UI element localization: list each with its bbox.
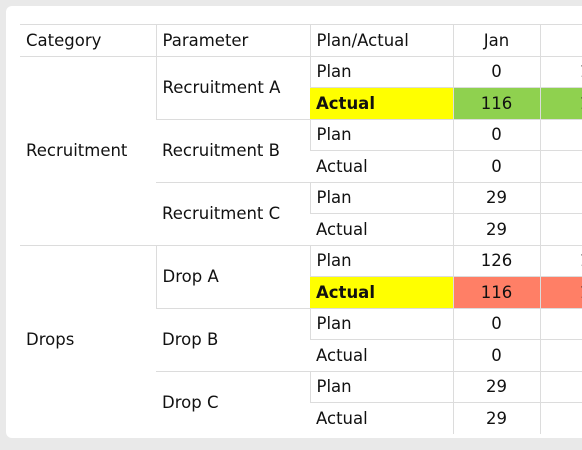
feb-value-cell: 0 <box>539 308 582 340</box>
feb-value-cell: 0 <box>539 150 582 183</box>
feb-value-cell: 13 <box>539 245 582 277</box>
parameter-cell: Recruitment C <box>156 182 310 246</box>
jan-value-cell: 29 <box>452 182 540 214</box>
parameter-cell: Drop A <box>155 245 310 309</box>
jan-value-cell: 116 <box>452 87 540 120</box>
actual-label-cell: Actual <box>310 150 453 183</box>
feb-value-cell: 12 <box>539 87 582 120</box>
plan-label-cell: Plan <box>309 371 453 403</box>
plan-label-cell: Plan <box>309 56 453 88</box>
jan-value-cell: 29 <box>452 402 540 434</box>
feb-value-cell: 0 <box>539 119 582 151</box>
feb-value-cell: 12 <box>539 276 582 309</box>
plan-label-cell: Plan <box>309 119 453 151</box>
plan-label-cell: Plan <box>309 308 453 340</box>
table-row: Actual 0 0 <box>20 150 582 183</box>
plan-label-cell: Plan <box>309 245 453 277</box>
feb-value-cell: 0 <box>539 339 582 372</box>
jan-value-cell: 0 <box>452 119 540 151</box>
parameter-cell: Recruitment B <box>156 119 310 183</box>
feb-value-cell: 3 <box>539 213 582 246</box>
table-row: Actual 0 0 <box>20 339 582 372</box>
header-category[interactable]: Category <box>20 24 156 57</box>
table-row: Actual 29 3 <box>20 402 582 434</box>
jan-value-cell: 0 <box>452 339 540 372</box>
table-row: Recruitment Recruitment A Plan 0 12 <box>20 56 582 246</box>
jan-value-cell: 116 <box>452 276 540 309</box>
table-row: Actual 29 3 <box>20 213 582 246</box>
feb-value-cell: 3 <box>539 371 582 403</box>
actual-label-cell: Actual <box>310 402 453 434</box>
feb-value-cell: 12 <box>539 56 582 88</box>
jan-value-cell: 0 <box>452 308 540 340</box>
header-plan-actual[interactable]: Plan/Actual <box>309 24 453 57</box>
actual-label-cell: Actual <box>310 339 453 372</box>
table-row: Drop C Plan 29 3 <box>20 371 582 434</box>
plan-label-cell: Plan <box>309 182 453 214</box>
parameter-cell: Recruitment A <box>155 56 310 120</box>
jan-value-cell: 126 <box>452 245 540 277</box>
actual-label-cell: Actual <box>310 213 453 246</box>
jan-value-cell: 29 <box>452 213 540 246</box>
jan-value-cell: 29 <box>452 371 540 403</box>
table-row: Recruitment C Plan 29 3 <box>20 182 582 246</box>
header-parameter[interactable]: Parameter <box>155 24 310 57</box>
actual-label-cell: Actual <box>310 87 453 120</box>
feb-value-cell: 3 <box>539 182 582 214</box>
table-viewport: Category Parameter Plan/Actual Jan Fe Re… <box>20 24 582 434</box>
table-row: Recruitment B Plan 0 0 <box>20 119 582 183</box>
parameter-cell: Drop C <box>156 371 310 434</box>
header-jan[interactable]: Jan <box>452 24 540 57</box>
jan-value-cell: 0 <box>452 56 540 88</box>
actual-label-cell: Actual <box>310 276 453 309</box>
table-row: Drops Drop A Plan 126 13 <box>20 245 582 434</box>
feb-value-cell: 3 <box>539 402 582 434</box>
jan-value-cell: 0 <box>452 150 540 183</box>
table-row: Drop B Plan 0 0 <box>20 308 582 372</box>
parameter-cell: Drop B <box>156 308 310 372</box>
table-row: Actual 116 12 <box>20 87 582 120</box>
header-feb[interactable]: Fe <box>539 24 582 57</box>
plan-actual-table: Category Parameter Plan/Actual Jan Fe Re… <box>20 24 582 434</box>
header-row: Category Parameter Plan/Actual Jan Fe <box>20 24 582 57</box>
category-cell: Drops <box>20 245 156 434</box>
category-cell: Recruitment <box>20 56 156 246</box>
table-row: Actual 116 12 <box>20 276 582 309</box>
table-card: Category Parameter Plan/Actual Jan Fe Re… <box>6 6 582 438</box>
